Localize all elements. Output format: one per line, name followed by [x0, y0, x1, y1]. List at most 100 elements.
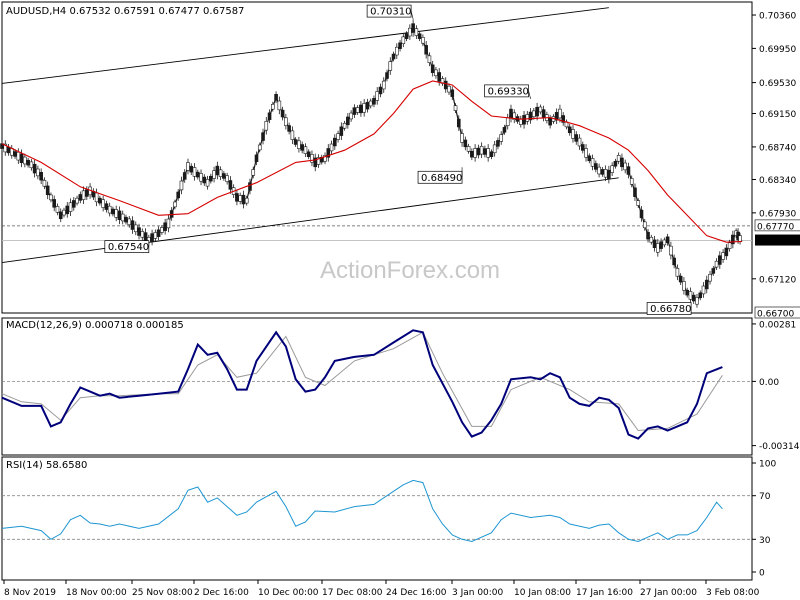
current-price-box	[755, 234, 800, 246]
candle-body-18-0	[176, 191, 180, 199]
candle-body-21-2	[212, 170, 216, 179]
annotation-label-3: 0.67540	[108, 242, 149, 253]
candle-body-48-2	[476, 147, 481, 156]
candle-body-24-0	[235, 193, 239, 202]
candle-body-26-2	[261, 132, 265, 141]
candle-body-3-2	[36, 168, 40, 177]
panel-frame-1	[1, 317, 753, 456]
macd-title: MACD(12,26,9) 0.000718 0.000185	[6, 320, 184, 331]
candle-body-34-1	[336, 133, 340, 140]
candle-body-66-2	[652, 239, 657, 249]
price-series	[0, 19, 743, 308]
candle-body-16-1	[160, 227, 164, 233]
candle-body-46-1	[453, 105, 458, 111]
annotation-label-1: 0.69330	[488, 86, 529, 97]
candle-body-11-0	[107, 205, 112, 214]
candle-body-55-0	[538, 106, 543, 113]
price-tick-label-4: 0.68740	[759, 143, 796, 153]
bottom-level-box	[754, 306, 800, 319]
candle-body-60-0	[587, 155, 592, 162]
candle-body-27-0	[264, 121, 269, 131]
candle-body-35-0	[342, 123, 347, 129]
candle-body-71-0	[695, 297, 699, 305]
price-tick-label-1: 0.69950	[759, 45, 796, 55]
candle-body-40-1	[394, 46, 399, 56]
candle-body-60-1	[590, 158, 595, 167]
candle-body-43-0	[421, 37, 425, 44]
candle-body-48-1	[473, 148, 477, 158]
candle-body-64-1	[629, 178, 634, 185]
candle-body-46-0	[450, 89, 455, 97]
time-label-0: 8 Nov 2019	[4, 588, 56, 598]
candle-body-53-2	[525, 114, 530, 122]
candle-body-67-2	[662, 239, 667, 246]
candle-body-20-2	[202, 176, 207, 184]
candle-body-7-1	[71, 200, 76, 208]
candle-body-70-0	[685, 289, 689, 296]
candle-body-63-0	[616, 155, 621, 162]
candle-body-64-0	[626, 166, 631, 175]
candle-body-17-1	[169, 210, 174, 218]
candle-body-18-1	[179, 180, 184, 191]
candle-body-61-0	[597, 166, 601, 175]
candle-body-63-2	[623, 162, 627, 171]
candle-body-61-2	[603, 169, 608, 178]
candle-body-2-0	[19, 153, 24, 164]
time-label-3: 2 Dec 16:00	[194, 588, 249, 598]
time-label-2: 25 Nov 08:00	[132, 588, 193, 598]
candle-body-10-2	[104, 203, 109, 210]
candle-body-52-0	[509, 108, 513, 119]
candle-body-19-2	[192, 167, 197, 177]
candle-body-25-2	[251, 169, 256, 176]
time-label-1: 18 Nov 00:00	[66, 588, 127, 598]
candle-body-41-2	[408, 27, 412, 37]
candle-body-56-0	[548, 117, 552, 126]
annotation-label-0: 0.70310	[370, 7, 411, 18]
candle-body-73-1	[718, 255, 722, 265]
candle-body-66-0	[646, 231, 650, 240]
candle-body-68-1	[669, 245, 673, 256]
candle-body-43-2	[427, 55, 432, 63]
candle-body-44-0	[430, 64, 435, 73]
candle-body-1-1	[13, 151, 17, 157]
trend-line-1	[1, 177, 619, 263]
current-price-label: 0.67587	[757, 237, 794, 247]
candle-body-12-2	[124, 216, 128, 223]
candle-body-40-2	[398, 42, 402, 49]
time-label-4: 10 Dec 00:00	[258, 588, 319, 598]
moving-average-line	[1, 80, 743, 243]
candle-body-73-0	[714, 260, 719, 268]
candle-body-28-0	[274, 94, 278, 101]
candle-body-31-2	[310, 154, 314, 163]
candle-body-21-0	[205, 179, 210, 187]
macd-main-line	[1, 329, 723, 440]
annotation-leader-1	[528, 90, 531, 99]
price-tick-label-6: 0.67930	[759, 209, 796, 219]
candle-body-67-1	[659, 241, 663, 249]
time-label-8: 10 Jan 08:00	[514, 588, 571, 598]
candle-body-62-1	[610, 165, 614, 173]
candle-body-29-1	[287, 125, 291, 132]
candle-body-49-0	[479, 145, 484, 155]
candle-body-20-1	[199, 173, 203, 182]
time-label-6: 24 Dec 16:00	[386, 588, 447, 598]
candle-body-54-2	[535, 106, 539, 117]
candle-body-37-2	[368, 100, 373, 107]
candle-body-5-0	[49, 194, 53, 201]
candle-body-6-0	[58, 211, 63, 220]
rsi-line	[1, 479, 723, 543]
candle-body-26-0	[254, 154, 259, 163]
candle-body-27-2	[271, 104, 275, 110]
candle-body-33-1	[326, 148, 331, 158]
candle-body-65-2	[642, 221, 647, 229]
candle-body-69-1	[678, 275, 683, 283]
candle-body-74-0	[724, 247, 729, 257]
candle-body-39-2	[388, 61, 393, 71]
candle-body-5-1	[52, 199, 57, 208]
chart-title: AUDUSD,H4 0.67532 0.67591 0.67477 0.6758…	[6, 6, 244, 17]
candle-body-72-2	[711, 268, 716, 274]
candle-body-2-2	[26, 159, 30, 166]
candle-body-22-2	[222, 173, 226, 179]
annotation-label-2: 0.68490	[421, 173, 462, 184]
